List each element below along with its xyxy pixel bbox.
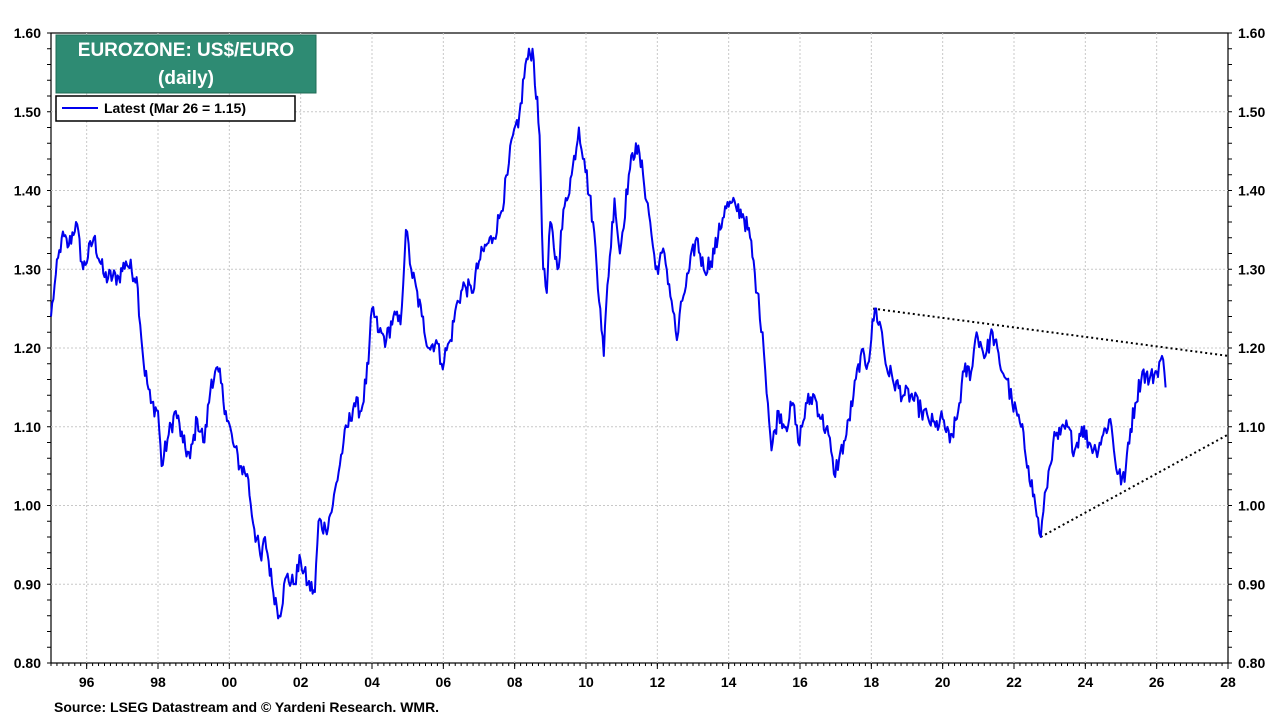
x-tick-label: 26 <box>1149 674 1165 690</box>
series-group <box>50 47 1167 620</box>
x-tick-label: 24 <box>1078 674 1094 690</box>
x-tick-label: 08 <box>507 674 523 690</box>
y-tick-label-left: 0.90 <box>14 576 41 592</box>
title-box: EUROZONE: US$/EURO (daily) <box>55 34 317 94</box>
y-tick-label-right: 0.90 <box>1238 576 1265 592</box>
x-tick-label: 16 <box>792 674 808 690</box>
y-tick-label-left: 1.50 <box>14 104 41 120</box>
trendline <box>1040 433 1229 538</box>
x-tick-label: 20 <box>935 674 951 690</box>
x-tick-label: 96 <box>79 674 95 690</box>
x-tick-label: 98 <box>150 674 166 690</box>
trendlines <box>872 307 1229 538</box>
x-tick-label: 18 <box>864 674 880 690</box>
series-line <box>50 47 1167 620</box>
y-tick-label-right: 1.20 <box>1238 340 1265 356</box>
chart-title: EUROZONE: US$/EURO <box>78 40 294 61</box>
source-note: Source: LSEG Datastream and © Yardeni Re… <box>54 699 439 715</box>
y-tick-label-left: 1.30 <box>14 261 41 277</box>
y-tick-label-right: 1.10 <box>1238 419 1265 435</box>
y-tick-label-right: 1.40 <box>1238 183 1265 199</box>
x-tick-label: 02 <box>293 674 309 690</box>
x-tick-label: 06 <box>436 674 452 690</box>
y-axis-right: 0.80 0.90 1.00 1.10 1.20 1.30 1.40 1.50 1.60 <box>1238 25 1265 671</box>
legend-label: Latest (Mar 26 = 1.15) <box>104 100 246 116</box>
y-axis-left: 0.80 0.90 1.00 1.10 1.20 1.30 1.40 1.50 1.60 <box>14 25 41 671</box>
x-tick-label: 22 <box>1006 674 1022 690</box>
y-tick-label-left: 1.10 <box>14 419 41 435</box>
x-tick-label: 10 <box>578 674 594 690</box>
title-background <box>55 34 317 94</box>
x-tick-label: 04 <box>364 674 380 690</box>
y-tick-label-left: 1.00 <box>14 498 41 514</box>
x-tick-label: 14 <box>721 674 737 690</box>
x-tick-label: 28 <box>1220 674 1236 690</box>
chart-subtitle: (daily) <box>158 68 214 89</box>
x-axis: 96 98 00 02 04 06 08 10 12 14 16 18 20 22 24 26 28 <box>79 663 1236 690</box>
y-tick-label-left: 1.20 <box>14 340 41 356</box>
y-tick-label-right: 1.00 <box>1238 498 1265 514</box>
minor-ticks <box>47 32 1232 666</box>
x-tick-label: 12 <box>650 674 666 690</box>
x-tick-label: 00 <box>222 674 238 690</box>
y-tick-label-left: 1.60 <box>14 25 41 41</box>
y-tick-label-right: 1.30 <box>1238 261 1265 277</box>
legend: Latest (Mar 26 = 1.15) <box>55 95 296 122</box>
y-tick-label-left: 0.80 <box>14 655 41 671</box>
y-tick-label-left: 1.40 <box>14 183 41 199</box>
y-tick-label-right: 1.60 <box>1238 25 1265 41</box>
y-tick-label-right: 1.50 <box>1238 104 1265 120</box>
y-tick-label-right: 0.80 <box>1238 655 1265 671</box>
